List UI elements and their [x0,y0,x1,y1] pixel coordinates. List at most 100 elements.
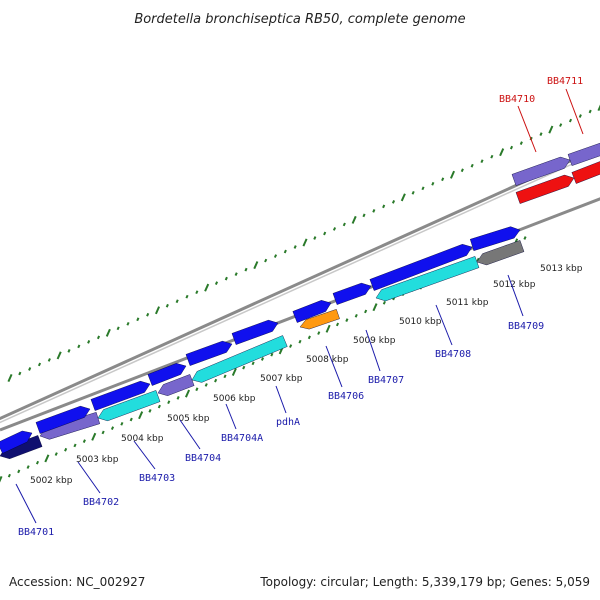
upper-tick-mark [490,154,494,159]
upper-tick-mark [421,186,425,191]
gene-orange-bar [299,309,340,330]
kbp-tick-label: 5006 kbp [213,394,256,404]
lower-tick-mark [167,400,171,405]
gene-leader-line [565,88,584,135]
gene-leader-line [179,419,201,450]
upper-tick-mark [273,254,278,258]
upper-tick-mark [323,231,327,236]
gene-blue-arrow [0,430,33,454]
gene-red-bar [571,161,600,184]
gene-blue-arrow [185,340,233,366]
gene-cyan-bar [97,390,161,422]
kbp-tick-label: 5002 kbp [30,476,73,486]
upper-tick-mark [509,145,514,150]
lower-tick-mark [44,454,50,463]
upper-tick-mark [342,222,346,227]
lower-tick-mark [231,367,237,376]
kbp-tick-label: 5010 kbp [399,317,442,327]
upper-tick-mark [597,104,600,112]
upper-tick-mark [87,340,91,344]
genome-summary-text: Topology: circular; Length: 5,339,179 bp… [259,575,590,589]
kbp-tick-label: 5009 kbp [353,336,396,346]
lower-tick-mark [82,439,86,443]
upper-tick-mark [283,249,287,254]
backbone-line-outer [0,145,600,421]
lower-tick-mark [7,473,11,478]
lower-tick-mark [242,365,246,370]
upper-tick-mark [391,200,396,204]
upper-tick-mark [480,159,484,164]
gene-label: BB4709 [508,321,544,332]
gene-blue-arrow [35,405,91,434]
lower-tick-mark [148,409,152,413]
upper-tick-mark [7,373,13,383]
lower-tick-mark [476,257,480,262]
gene-leader-line [275,385,287,414]
gene-label: BB4702 [83,497,119,508]
lower-tick-mark [251,361,255,366]
upper-tick-mark [234,272,238,276]
gene-blue-arrow [90,380,151,411]
lower-tick-mark [382,300,386,305]
gene-label: BB4704 [185,453,221,464]
gene-purple-bar [511,156,571,186]
lower-tick-mark [523,236,527,240]
upper-tick-mark [185,294,189,299]
upper-tick-mark [18,371,22,376]
gene-leader-line [365,329,381,372]
upper-tick-mark [460,168,464,173]
lower-tick-mark [101,430,105,435]
lower-tick-mark [214,378,218,383]
upper-tick-mark [372,209,376,213]
upper-tick-mark [578,114,582,118]
gene-label: BB4701 [18,527,54,538]
gene-leader-line [325,345,343,388]
gene-leader-line [133,440,156,470]
lower-tick-mark [372,303,378,312]
lower-tick-mark [157,404,161,409]
upper-tick-mark [56,351,62,360]
upper-tick-mark [568,118,573,123]
upper-tick-mark [539,132,543,136]
kbp-tick-label: 5013 kbp [540,264,583,274]
lower-tick-mark [64,447,68,452]
map-title: Bordetella bronchiseptica RB50, complete… [134,12,465,27]
upper-tick-mark [214,281,219,285]
upper-tick-mark [302,238,308,247]
lower-tick-mark [270,352,274,357]
lower-tick-mark [176,396,180,400]
upper-tick-mark [499,148,505,157]
kbp-tick-label: 5011 kbp [446,298,489,308]
gene-leader-line [77,461,101,494]
lower-tick-mark [35,460,40,465]
lower-tick-mark [354,313,358,318]
upper-tick-mark [293,245,297,249]
lower-tick-mark [223,374,227,379]
upper-tick-mark [313,236,317,240]
upper-tick-mark [351,215,357,224]
gene-red-bar [515,174,575,204]
upper-tick-mark [244,267,248,272]
gene-leader-line [435,304,453,346]
lower-tick-mark [129,417,133,422]
lower-tick-mark [184,389,191,398]
lower-tick-mark [54,452,58,456]
gene-label: pdhA [276,417,300,428]
lower-tick-mark [298,339,302,344]
upper-tick-mark [548,125,554,134]
kbp-tick-label: 5005 kbp [167,414,210,424]
gene-leader-line [517,105,537,153]
accession-text: Accession: NC_002927 [9,575,145,589]
lower-tick-mark [317,331,321,335]
gene-label: BB4707 [368,375,404,386]
lower-tick-mark [307,335,311,340]
lower-tick-mark [289,344,293,348]
kbp-tick-label: 5003 kbp [76,455,119,465]
gene-blue-arrow [292,300,332,323]
upper-tick-mark [136,317,140,322]
gene-leader-line [507,274,524,317]
upper-tick-mark [441,177,445,182]
kbp-tick-label: 5008 kbp [306,355,349,365]
